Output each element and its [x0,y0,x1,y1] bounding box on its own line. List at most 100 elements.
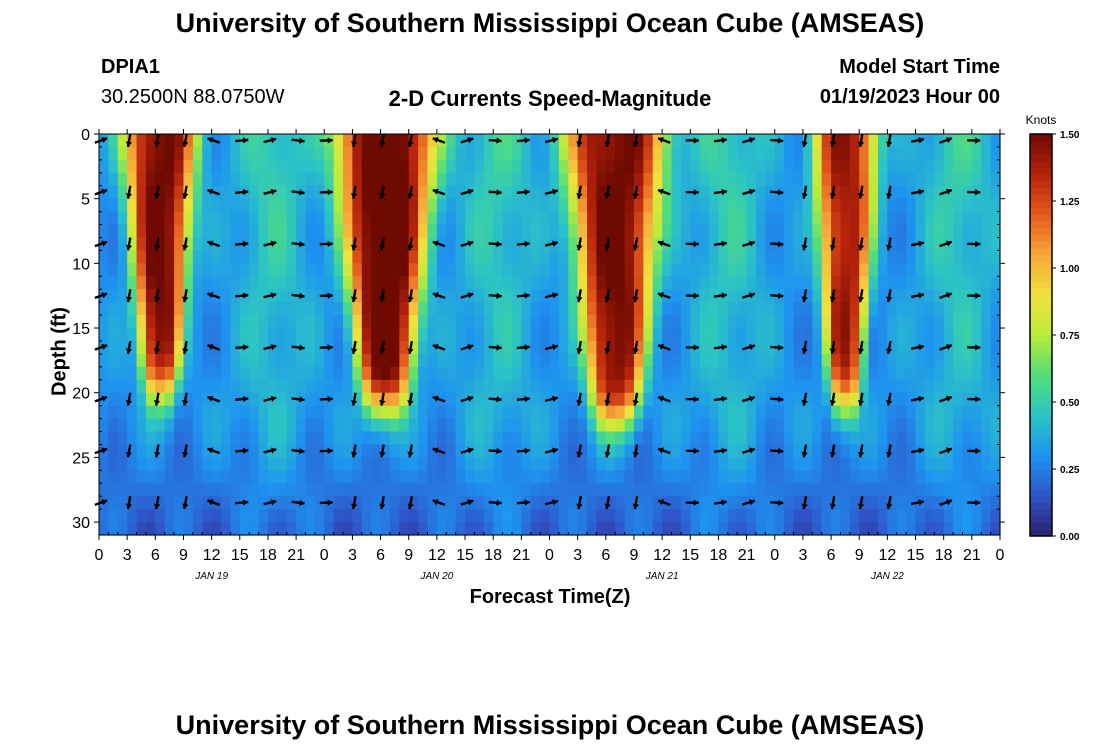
heatmap-cell [615,159,626,174]
vector-head [975,189,981,196]
heatmap-cell [183,444,194,458]
heatmap-cell [521,328,532,342]
vector-head [552,292,558,299]
heatmap-cell [953,276,964,290]
current-vector [291,499,305,507]
heatmap-cell [221,263,231,277]
heatmap-cell [145,483,156,497]
heatmap-cell [680,276,691,290]
heatmap-cell [343,224,354,239]
heatmap-cell [493,328,504,342]
heatmap-cell [249,444,260,458]
heatmap-cell [802,470,813,484]
heatmap-cell [643,509,654,523]
heatmap-cell [737,159,748,174]
vector-head [945,188,952,195]
heatmap-cell [540,483,551,497]
heatmap-cell [305,340,316,355]
heatmap-cell [746,172,757,187]
heatmap-cell [896,418,907,433]
heatmap-cell [343,250,354,264]
heatmap-cell [296,379,307,394]
heatmap-cell [305,418,316,433]
heatmap-cell [164,496,175,510]
heatmap-cell [117,366,128,381]
heatmap-cell [802,340,813,355]
heatmap-cell [821,340,832,355]
heatmap-cell [230,224,241,239]
vector-head [749,343,755,351]
vector-head [749,292,755,299]
heatmap-cell [652,198,663,213]
heatmap-cell [934,483,945,497]
heatmap-cell [502,457,513,471]
heatmap-cell [117,250,128,264]
vector-head [918,447,924,454]
heatmap-cell [906,522,917,536]
vector-head [576,244,583,251]
heatmap-cell [934,444,945,458]
heatmap-cell [380,134,391,148]
heatmap-cell [455,496,466,510]
heatmap-cell [868,315,879,329]
heatmap-cell [483,315,494,329]
heatmap-cell [286,159,297,174]
heatmap-cell [249,289,260,303]
heatmap-cell [971,379,982,394]
heatmap-cell [324,263,335,277]
heatmap-cell [943,470,954,484]
current-vector [742,136,756,144]
heatmap-cell [877,146,888,161]
colorbar-segment [1030,415,1052,423]
heatmap-cell [615,418,626,433]
heatmap-cell [990,444,1001,458]
heatmap-cell [915,353,926,368]
heatmap-cell [277,405,288,420]
heatmap-cell [680,172,691,187]
current-vector [516,188,530,196]
heatmap-cell [221,159,231,174]
heatmap-cell [549,379,560,394]
vector-head [721,240,727,247]
heatmap-cell [483,198,494,213]
heatmap-cell [624,289,635,303]
vector-head [576,348,583,354]
vector-head [524,188,530,196]
heatmap-cell [924,418,935,433]
heatmap-cell [652,483,663,497]
heatmap-cell [718,211,729,226]
heatmap-cell [690,470,701,484]
heatmap-cell [624,340,635,355]
heatmap-cell [765,418,776,433]
heatmap-cell [755,444,766,458]
heatmap-cell [812,159,823,174]
heatmap-cell [802,302,813,316]
current-vector [291,447,305,455]
heatmap-cell [164,159,175,174]
heatmap-cell [418,509,429,523]
heatmap-cell [427,496,438,510]
heatmap-cell [145,263,156,277]
heatmap-cell [418,522,429,536]
current-vector [350,340,358,355]
heatmap-cell [558,224,569,239]
vector-head [604,503,611,510]
heatmap-cell [540,211,551,226]
heatmap-cell [502,431,513,446]
heatmap-cell [831,237,842,252]
heatmap-cell [530,379,541,394]
heatmap-cell [868,509,879,523]
heatmap-cell [436,250,447,264]
heatmap-cell [699,134,710,148]
heatmap-cell [305,328,316,342]
heatmap-cell [155,353,166,368]
heatmap-cell [737,366,748,381]
heatmap-cell [474,470,485,484]
heatmap-cell [587,224,598,239]
heatmap-cell [258,289,269,303]
heatmap-cell [530,483,541,497]
vector-head [945,136,952,143]
heatmap-cell [662,379,673,394]
heatmap-cell [174,237,185,252]
heatmap-cell [633,224,644,239]
